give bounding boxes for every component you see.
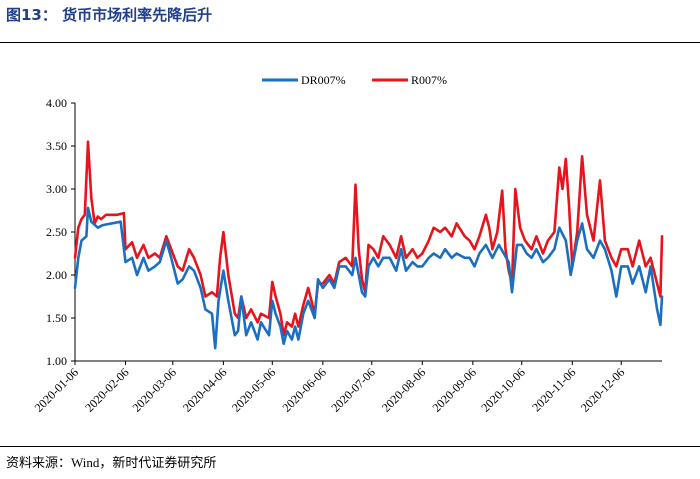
- y-tick-label: 2.50: [46, 225, 67, 239]
- x-tick-label: 2020-08-06: [379, 365, 428, 414]
- legend: DR007% R007%: [262, 73, 447, 87]
- series-line-dr007: [73, 206, 664, 350]
- x-tick-label: 2020-09-06: [429, 365, 478, 414]
- source-note: 资料来源：Wind，新时代证券研究所: [6, 455, 217, 470]
- series-line-r007: [73, 140, 664, 337]
- x-tick-label: 2020-05-06: [229, 365, 278, 414]
- x-tick-label: 2020-04-06: [180, 365, 229, 414]
- y-tick-label: 1.50: [46, 311, 67, 325]
- x-tick-label: 2020-12-06: [578, 365, 627, 414]
- x-tick-label: 2020-06-06: [279, 365, 328, 414]
- source-rule: [0, 446, 700, 447]
- y-tick-label: 3.50: [46, 139, 67, 153]
- x-tick-label: 2020-02-06: [82, 365, 131, 414]
- y-tick-label: 3.00: [46, 182, 67, 196]
- y-tick-label: 4.00: [46, 96, 67, 110]
- y-axis: 1.00 1.50 2.00 2.50 3.00 3.50 4.00: [46, 96, 76, 368]
- x-tick-label: 2020-07-06: [328, 365, 377, 414]
- y-tick-label: 2.00: [46, 268, 67, 282]
- x-tick-label: 2020-10-06: [478, 365, 527, 414]
- x-tick-label: 2020-03-06: [129, 365, 178, 414]
- x-tick-label: 2020-11-06: [529, 365, 578, 414]
- y-tick-label: 1.00: [46, 354, 67, 368]
- legend-label-dr007: DR007%: [301, 73, 346, 87]
- figure-title: 图13： 货币市场利率先降后升: [6, 6, 213, 24]
- legend-label-r007: R007%: [411, 73, 447, 87]
- series-layer: [73, 140, 664, 350]
- title-rule: [0, 42, 700, 43]
- x-tick-label: 2020-01-06: [32, 365, 81, 414]
